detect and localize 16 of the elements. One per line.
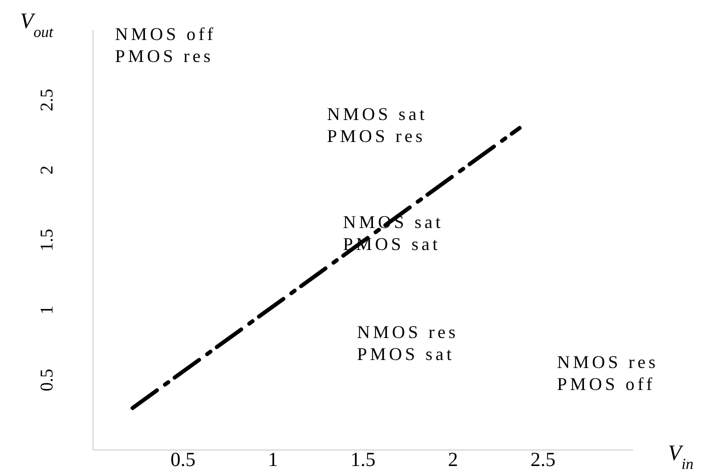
y-tick-label: 2.5 [36, 88, 56, 112]
y-axis-title: V$_{out}$ [20, 8, 54, 40]
y-tick-label: 0.5 [36, 368, 56, 392]
y-tick-label: 1.5 [36, 228, 56, 252]
x-tick-label: 1 [268, 449, 278, 472]
x-tick-label: 2.5 [530, 449, 556, 472]
annotation: NMOS off PMOS res [115, 24, 216, 66]
y-tick-label: 2 [36, 166, 56, 174]
x-tick-label: 1.5 [350, 449, 376, 472]
annotation: NMOS res PMOS off [557, 352, 659, 394]
x-tick-label: 2 [448, 449, 458, 472]
x-tick-label: 0.5 [170, 449, 196, 472]
x-axis-title: V$_{in}$ [668, 440, 694, 472]
y-tick-label: 1 [36, 306, 56, 314]
annotation: NMOS res PMOS sat [357, 322, 459, 364]
annotation: NMOS sat PMOS res [327, 104, 428, 146]
